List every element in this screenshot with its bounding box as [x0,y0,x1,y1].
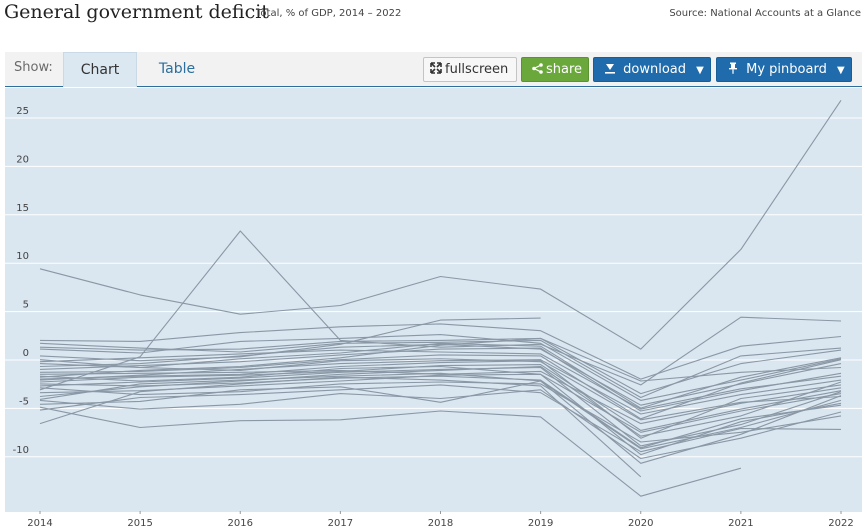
series-line-country-08[interactable] [39,360,842,439]
tab-chart[interactable]: Chart [63,52,137,87]
x-tick-label: 2014 [27,518,52,529]
series-line-country-23[interactable] [39,358,842,421]
x-tick-label: 2019 [528,518,553,529]
series-line-country-15[interactable] [39,364,842,431]
series-line-country-07[interactable] [39,354,842,420]
fullscreen-icon [430,58,442,81]
fullscreen-button[interactable]: fullscreen [423,57,517,82]
download-button[interactable]: download ▼ [593,57,711,82]
y-tick-label: 10 [16,251,29,262]
series-line-country-03[interactable] [39,323,842,380]
x-tick-label: 2017 [328,518,353,529]
x-tick-label: 2022 [828,518,853,529]
y-tick-label: 0 [23,348,29,359]
y-tick-label: 20 [16,154,29,165]
caret-down-icon: ▼ [696,65,704,76]
y-tick-label: -5 [19,396,29,407]
download-icon [604,58,616,81]
x-tick-label: 2016 [228,518,253,529]
chart-area: 25 20 15 10 5 0 -5 -10 [5,88,862,512]
series-line-country-25[interactable] [39,381,842,443]
fullscreen-label: fullscreen [445,62,509,77]
series-line-country-27[interactable] [39,339,842,399]
series-line-country-02[interactable] [39,230,842,391]
x-axis: 2014 2015 2016 2017 2018 2019 2020 2021 2022 [27,511,854,529]
pinboard-label: My pinboard [746,62,827,77]
pin-icon [727,58,739,81]
chart-title: General government deficit [4,1,269,23]
y-tick-label: 25 [16,106,29,117]
caret-down-icon: ▼ [836,65,845,76]
series-line-country-20[interactable] [39,375,842,449]
x-tick-label: 2021 [728,518,753,529]
series-line-country-29[interactable] [39,365,842,433]
series-line-country-24[interactable] [39,359,842,415]
series-line-country-01[interactable] [39,99,842,350]
x-tick-label: 2015 [127,518,152,529]
y-tick-label: 5 [23,300,29,311]
tab-table[interactable]: Table [158,61,196,77]
series-line-country-14[interactable] [39,337,842,382]
series-line-country-12[interactable] [39,376,642,478]
share-icon [532,58,543,81]
series-line-country-05[interactable] [39,317,541,362]
download-label: download [623,62,687,77]
chart-subtitle: Total, % of GDP, 2014 – 2022 [256,8,402,19]
series-line-country-21[interactable] [39,389,842,460]
x-tick-label: 2020 [628,518,653,529]
y-tick-label: 15 [16,203,29,214]
series-line-country-13[interactable] [39,406,742,497]
share-label: share [546,62,583,77]
toolbar: Show: Chart Table fullscreen share downl… [5,52,862,87]
series-line-country-17[interactable] [39,347,842,412]
y-tick-label: -10 [13,445,29,456]
series-line-country-30[interactable] [39,372,842,450]
series-line-country-28[interactable] [39,349,842,410]
pinboard-button[interactable]: My pinboard ▼ [716,57,852,82]
line-chart: 25 20 15 10 5 0 -5 -10 [5,99,862,497]
series-line-country-11[interactable] [39,380,842,464]
series-line-country-22[interactable] [39,343,842,406]
series-line-country-09[interactable] [39,366,842,447]
title-row: General government deficit Total, % of G… [0,0,866,30]
show-label: Show: [14,60,53,75]
share-button[interactable]: share [521,57,589,82]
series-line-country-26[interactable] [39,384,842,453]
x-tick-label: 2018 [428,518,453,529]
source-label: Source: National Accounts at a Glance [669,8,861,19]
